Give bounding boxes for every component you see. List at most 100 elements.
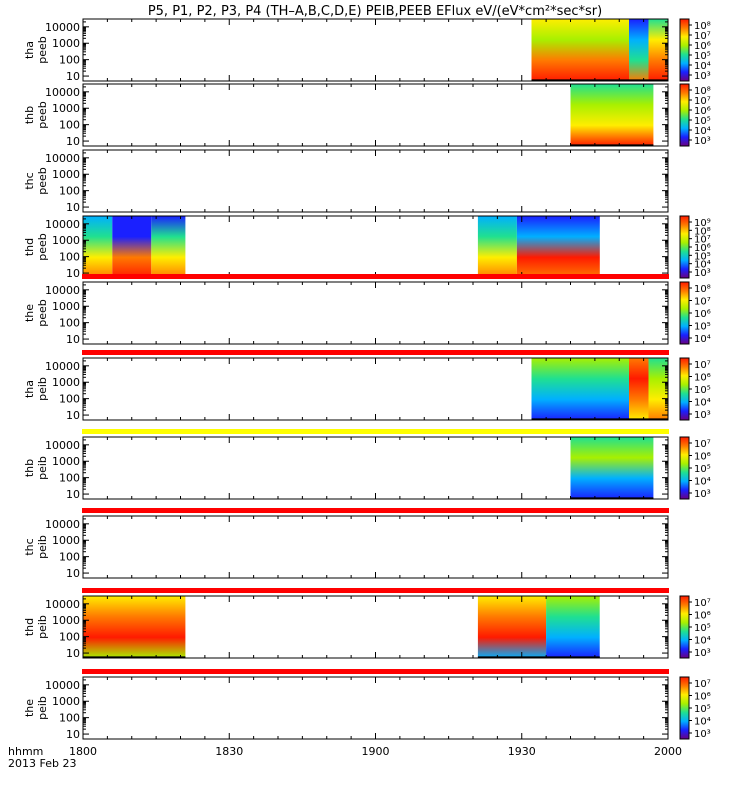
colorbar-tick-label: 10⁴ [694,636,711,647]
colorbar [679,357,690,421]
colorbar [679,281,690,345]
panel-ylabel-probe: thb [23,459,36,477]
panel-thc-peib: 10 100 1000 10000 thc peib [23,508,669,580]
panel-ylabel-instrument: peib [36,535,49,559]
heat-segment [112,216,152,278]
y-tick-label: 1000 [52,455,80,468]
colorbar-tick-label: 10⁷ [694,679,711,690]
colorbar-tick-label: 10³ [694,410,711,421]
colorbar [679,436,690,500]
colorbar-tick-label: 10⁶ [694,243,711,254]
heat-segment [648,19,668,81]
status-bar [82,274,669,279]
y-tick-label: 1000 [52,534,80,547]
panel-ylabel-instrument: peib [36,615,49,639]
colorbar-tick-label: 10⁷ [694,297,711,308]
heat-segment [83,596,186,658]
colorbar-tick-label: 10⁸ [694,284,711,295]
y-tick-label: 100 [59,185,80,198]
panel-ylabel-instrument: peeb [36,167,49,195]
panel-ylabel-probe: thd [23,238,36,256]
heat-segment [570,437,654,499]
status-bar [82,350,669,355]
colorbar-tick-label: 10³ [694,648,711,659]
y-tick-label: 10000 [45,439,80,452]
colorbar-tick-label: 10⁶ [694,611,711,622]
heat-segment [516,216,600,278]
heat-segment [546,596,600,658]
colorbar-tick-label: 10⁴ [694,477,711,488]
y-tick-label: 100 [59,119,80,132]
heat-segment [629,19,649,81]
y-tick-label: 10 [66,409,80,422]
y-tick-label: 100 [59,317,80,330]
colorbar-tick-label: 10⁴ [694,126,711,137]
y-tick-label: 10 [66,333,80,346]
panel-ylabel-instrument: peib [36,696,49,720]
colorbar-tick-label: 10⁷ [694,96,711,107]
y-tick-label: 10000 [45,284,80,297]
y-tick-label: 100 [59,712,80,725]
status-bar [82,429,669,434]
colorbar-tick-label: 10⁴ [694,334,711,345]
y-tick-label: 10000 [45,218,80,231]
x-tick-label: 1930 [508,745,536,758]
x-tick-label: 1830 [215,745,243,758]
colorbar-tick-label: 10³ [694,729,711,740]
panel-frame [82,515,669,579]
colorbar-tick-label: 10⁵ [694,385,711,396]
x-tick-label: 2000 [654,745,682,758]
panel-ylabel-probe: tha [23,41,36,59]
colorbar-tick-label: 10⁶ [694,309,711,320]
colorbar-tick-label: 10⁵ [694,116,711,127]
y-tick-label: 1000 [52,376,80,389]
colorbar-tick-label: 10⁵ [694,623,711,634]
colorbar-tick-label: 10⁶ [694,373,711,384]
colorbar-tick-label: 10⁷ [694,598,711,609]
y-tick-label: 1000 [52,102,80,115]
panel-ylabel-instrument: peeb [36,36,49,64]
colorbar-tick-label: 10⁴ [694,717,711,728]
colorbar-tick-label: 10⁷ [694,439,711,450]
panel-ylabel-instrument: peib [36,377,49,401]
y-tick-label: 1000 [52,37,80,50]
y-tick-label: 1000 [52,300,80,313]
y-tick-label: 10 [66,567,80,580]
colorbar [679,83,690,147]
heat-segment [648,358,668,420]
colorbar-tick-label: 10⁹ [694,218,711,229]
colorbar-tick-label: 10⁴ [694,398,711,409]
colorbar [679,215,690,279]
heat-segment [570,84,654,146]
x-tick-label: 1900 [362,745,390,758]
colorbar-tick-label: 10⁶ [694,692,711,703]
y-tick-label: 10000 [45,518,80,531]
y-tick-label: 1000 [52,234,80,247]
colorbar-tick-label: 10³ [694,268,711,279]
x-axis-label-date: 2013 Feb 23 [8,757,76,770]
status-bar [82,508,669,513]
colorbar-tick-label: 10⁴ [694,260,711,271]
panel-ylabel-instrument: peib [36,456,49,480]
y-tick-label: 1000 [52,695,80,708]
colorbar-tick-label: 10³ [694,136,711,147]
colorbar-tick-label: 10⁵ [694,51,711,62]
colorbar-tick-label: 10⁴ [694,61,711,72]
colorbar-tick-label: 10⁷ [694,235,711,246]
panel-ylabel-probe: thb [23,106,36,124]
panel-frame [82,281,669,345]
heat-segment [531,358,629,420]
y-tick-label: 10 [66,728,80,741]
panel-ylabel-instrument: peeb [36,299,49,327]
y-tick-label: 10000 [45,21,80,34]
colorbar-tick-label: 10⁸ [694,86,711,97]
y-tick-label: 10 [66,647,80,660]
y-tick-label: 100 [59,54,80,67]
y-tick-label: 10000 [45,152,80,165]
colorbar-tick-label: 10³ [694,71,711,82]
panel-ylabel-instrument: peeb [36,233,49,261]
